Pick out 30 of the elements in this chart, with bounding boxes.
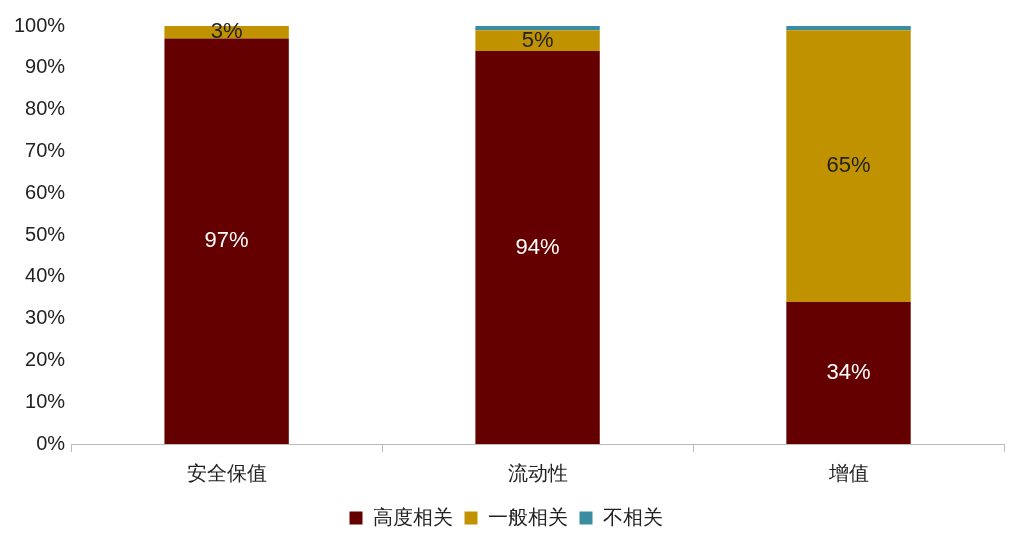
data-label: 3% — [210, 18, 243, 44]
y-tick-label: 60% — [25, 180, 66, 203]
y-tick-label: 10% — [25, 389, 66, 412]
bar — [475, 26, 600, 31]
bar — [164, 38, 289, 444]
data-label: 94% — [515, 233, 560, 259]
y-tick-label: 30% — [25, 306, 66, 329]
x-tick-label: 流动性 — [507, 461, 568, 484]
x-tick-label: 安全保值 — [186, 461, 267, 484]
bar — [786, 301, 911, 444]
y-tick-label: 90% — [25, 55, 66, 78]
bar — [786, 26, 911, 31]
data-label: 5% — [521, 26, 554, 52]
y-tick-label: 0% — [36, 431, 66, 454]
legend-label: 高度相关 — [372, 505, 453, 528]
y-tick-label: 20% — [25, 347, 66, 370]
x-tick-label: 增值 — [827, 461, 869, 484]
bar — [475, 51, 600, 444]
bar — [475, 30, 600, 52]
y-tick-label: 40% — [25, 264, 66, 287]
bar — [786, 30, 911, 302]
data-label: 34% — [826, 359, 871, 384]
legend-label: 不相关 — [602, 505, 663, 528]
legend-label: 一般相关 — [487, 505, 568, 528]
data-label: 65% — [826, 152, 871, 178]
y-tick-label: 100% — [14, 13, 66, 36]
data-label: 97% — [204, 227, 249, 253]
y-tick-label: 50% — [25, 222, 66, 245]
y-tick-label: 80% — [25, 97, 66, 120]
y-tick-label: 70% — [25, 138, 66, 161]
